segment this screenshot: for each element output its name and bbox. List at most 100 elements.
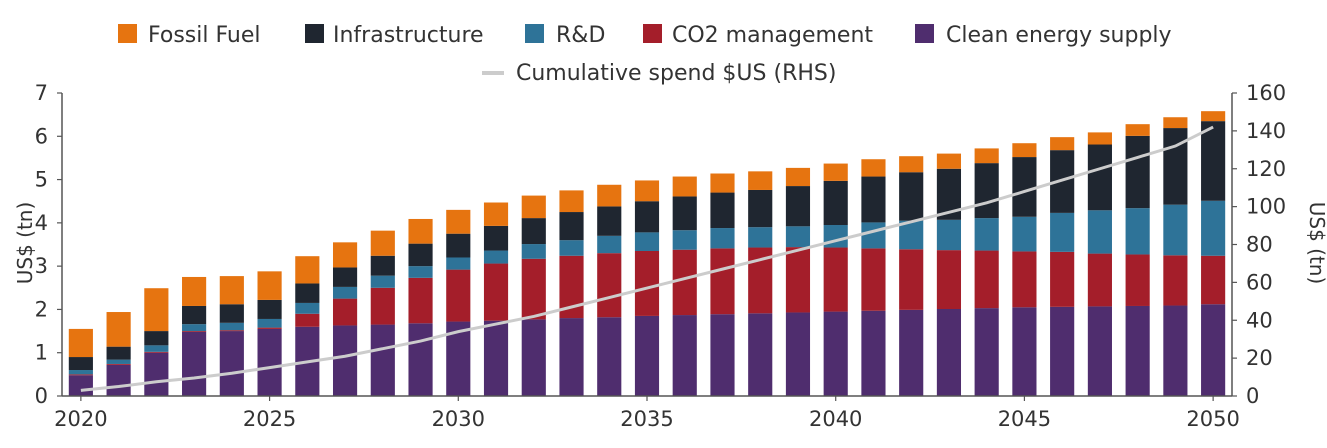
- bar-fossil-fuel-2047: [1087, 132, 1112, 145]
- bar-infrastructure-2032: [521, 218, 546, 245]
- bar-fossil-fuel-2024: [219, 276, 244, 305]
- bar-fossil-fuel-2044: [974, 148, 999, 164]
- legend-label-infrastructure: Infrastructure: [333, 23, 484, 48]
- bar-clean-energy-supply-2038: [748, 313, 773, 396]
- y-tick-label-right: 140: [1246, 119, 1286, 143]
- bar-co2-management-2023: [182, 331, 207, 332]
- bar-infrastructure-2031: [483, 225, 509, 251]
- bar-infrastructure-2026: [295, 283, 320, 303]
- bar-r-d-2026: [295, 302, 320, 314]
- bar-r-d-2041: [861, 222, 886, 249]
- bar-infrastructure-2027: [332, 267, 358, 287]
- bar-co2-management-2037: [710, 248, 735, 315]
- y-tick-label-left: 0: [35, 384, 48, 408]
- bar-infrastructure-2025: [257, 299, 282, 319]
- bar-r-d-2035: [634, 232, 660, 251]
- bar-co2-management-2036: [672, 249, 697, 316]
- bar-clean-energy-supply-2040: [823, 311, 848, 396]
- bar-fossil-fuel-2028: [370, 230, 395, 256]
- bar-clean-energy-supply-2028: [370, 324, 395, 396]
- bar-fossil-fuel-2020: [68, 328, 93, 358]
- bar-co2-management-2046: [1050, 251, 1075, 307]
- x-tick-label-2035: 2035: [620, 407, 673, 431]
- y-tick-label-right: 80: [1246, 233, 1273, 257]
- x-tick-label-2025: 2025: [243, 407, 296, 431]
- bar-fossil-fuel-2031: [483, 202, 509, 226]
- bar-co2-management-2044: [974, 250, 999, 309]
- bar-clean-energy-supply-2045: [1012, 307, 1037, 396]
- bar-fossil-fuel-2025: [257, 271, 282, 300]
- bar-fossil-fuel-2045: [1012, 143, 1037, 158]
- legend-label-cumulative-spend: Cumulative spend $US (RHS): [516, 61, 836, 86]
- bar-r-d-2044: [974, 218, 999, 251]
- bar-fossil-fuel-2041: [861, 159, 886, 177]
- bar-clean-energy-supply-2034: [597, 317, 622, 396]
- bar-co2-management-2029: [408, 277, 433, 324]
- bar-r-d-2020: [68, 370, 93, 375]
- bar-infrastructure-2042: [899, 172, 924, 221]
- bar-clean-energy-supply-2032: [521, 319, 546, 396]
- x-tick-label-2040: 2040: [809, 407, 862, 431]
- bar-co2-management-2024: [219, 330, 244, 332]
- bar-fossil-fuel-2049: [1163, 117, 1188, 129]
- bar-infrastructure-2045: [1012, 157, 1037, 217]
- legend: Fossil Fuel Infrastructure R&D CO2 manag…: [118, 23, 1172, 86]
- bar-clean-energy-supply-2041: [861, 310, 886, 396]
- bar-clean-energy-supply-2043: [936, 309, 962, 396]
- y-tick-label-left: 2: [35, 297, 48, 321]
- bar-co2-management-2040: [823, 247, 848, 312]
- bar-r-d-2025: [257, 318, 282, 328]
- bar-infrastructure-2050: [1201, 121, 1226, 201]
- bar-fossil-fuel-2032: [521, 195, 546, 219]
- legend-label-co2-management: CO2 management: [672, 23, 873, 48]
- bar-co2-management-2049: [1163, 255, 1188, 306]
- legend-label-clean-energy-supply: Clean energy supply: [946, 23, 1172, 48]
- bar-clean-energy-supply-2036: [672, 315, 697, 396]
- bar-r-d-2046: [1050, 212, 1075, 252]
- bar-clean-energy-supply-2033: [559, 318, 584, 396]
- bar-infrastructure-2040: [823, 180, 848, 226]
- y-tick-label-right: 0: [1246, 384, 1259, 408]
- bar-r-d-2047: [1087, 210, 1112, 254]
- bar-r-d-2023: [182, 324, 207, 332]
- bar-co2-management-2028: [370, 287, 395, 325]
- bar-co2-management-2020: [68, 374, 93, 376]
- bar-fossil-fuel-2038: [748, 171, 773, 190]
- bar-infrastructure-2030: [446, 233, 471, 258]
- bar-r-d-2030: [446, 257, 471, 270]
- bar-clean-energy-supply-2049: [1163, 305, 1188, 396]
- bar-infrastructure-2039: [785, 186, 811, 227]
- bar-fossil-fuel-2023: [182, 276, 207, 306]
- bar-r-d-2049: [1163, 204, 1188, 256]
- y-tick-label-right: 100: [1246, 195, 1286, 219]
- bar-infrastructure-2033: [559, 212, 584, 241]
- bar-infrastructure-2047: [1087, 144, 1112, 211]
- bar-r-d-2029: [408, 266, 433, 278]
- bar-fossil-fuel-2022: [144, 288, 169, 332]
- bar-fossil-fuel-2037: [710, 173, 735, 193]
- y-tick-label-left: 4: [35, 211, 48, 235]
- legend-swatch-infrastructure: [305, 24, 324, 43]
- x-tick-label-2030: 2030: [432, 407, 485, 431]
- y-tick-label-right: 60: [1246, 270, 1273, 294]
- bar-co2-management-2047: [1087, 253, 1112, 307]
- bar-fossil-fuel-2030: [446, 209, 471, 234]
- bar-clean-energy-supply-2037: [710, 314, 735, 396]
- bar-clean-energy-supply-2027: [332, 325, 358, 396]
- bar-r-d-2039: [785, 226, 811, 248]
- bar-clean-energy-supply-2050: [1201, 304, 1226, 396]
- bar-fossil-fuel-2026: [295, 256, 320, 284]
- bar-r-d-2038: [748, 227, 773, 248]
- bar-clean-energy-supply-2024: [219, 331, 244, 396]
- bar-r-d-2028: [370, 275, 395, 288]
- bar-co2-management-2021: [106, 363, 131, 365]
- bar-co2-management-2027: [332, 298, 358, 326]
- line-cumulative-spend: [80, 125, 1214, 392]
- bar-infrastructure-2041: [861, 176, 886, 223]
- bar-fossil-fuel-2043: [936, 153, 962, 169]
- bar-clean-energy-supply-2031: [483, 320, 509, 396]
- bar-r-d-2036: [672, 230, 697, 250]
- bar-infrastructure-2020: [68, 357, 93, 371]
- bar-fossil-fuel-2029: [408, 218, 433, 244]
